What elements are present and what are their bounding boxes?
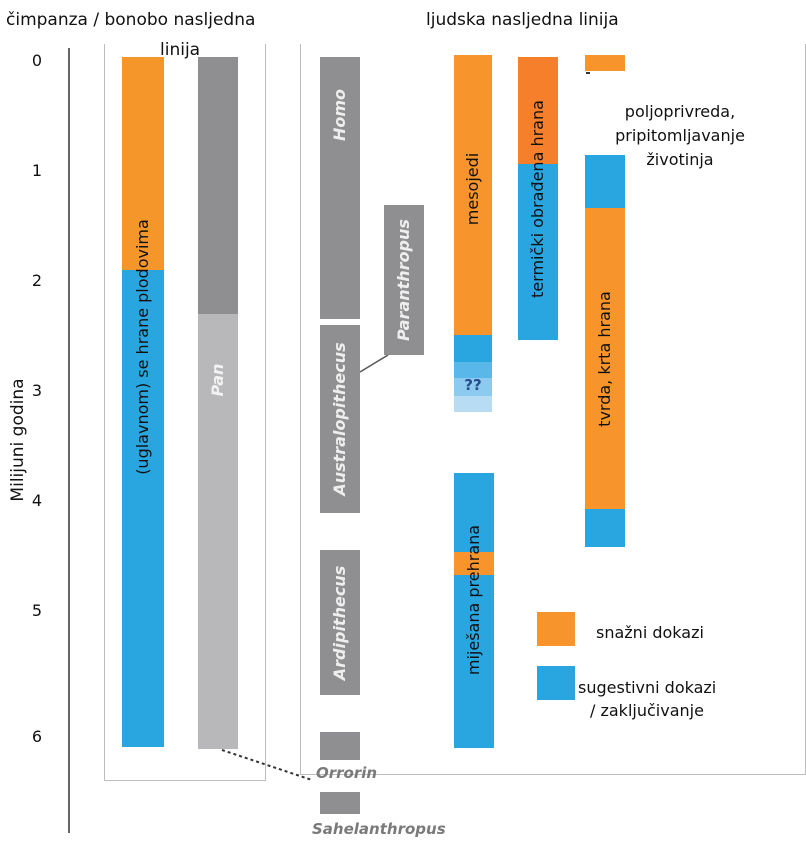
mixed-strong-segment: [454, 552, 494, 576]
homo-bar: Homo: [320, 57, 360, 319]
meat-fade-2: [454, 378, 492, 396]
chimp-lineage-box: [104, 44, 266, 781]
chimp-lineage-header-line2: linija: [160, 40, 201, 60]
tick-6: 6: [31, 727, 43, 746]
legend-suggestive-swatch: [537, 666, 575, 700]
orrorin-label: Orrorin: [316, 764, 378, 782]
meat-fade-3: [454, 396, 492, 412]
hard-label: tvrda, krta hrana: [595, 291, 614, 427]
cooked-strong-segment: [518, 57, 558, 165]
legend-strong-label: snažni dokazi: [596, 623, 704, 642]
tick-4: 4: [31, 491, 43, 510]
hard-suggestive-bottom: [585, 509, 625, 547]
paranthropus-label: Paranthropus: [394, 219, 413, 341]
chimp-diet-strong-segment: [122, 57, 164, 271]
meat-label: mesojedi: [463, 153, 482, 226]
tick-3: 3: [31, 381, 43, 400]
legend-suggestive-line2: / zaključivanje: [590, 701, 704, 720]
tick-2: 2: [31, 271, 43, 290]
tick-1: 1: [31, 161, 43, 180]
pan-orrorin-connector: [221, 749, 313, 781]
meat-unknown-label: ??: [464, 376, 482, 394]
pan-bar-dark: [198, 57, 238, 315]
legend-suggestive-line1: sugestivni dokazi: [578, 678, 717, 697]
hard-label-wrap: tvrda, krta hrana: [585, 208, 625, 510]
orrorin-bar: [320, 732, 360, 760]
agriculture-bar: [585, 55, 625, 71]
sahelanthropus-bar: [320, 792, 360, 814]
time-axis-line: [68, 48, 70, 833]
ardipithecus-bar: Ardipithecus: [320, 550, 360, 695]
mixed-label: miješana prehrana: [464, 524, 483, 675]
meat-suggestive-segment: [454, 335, 492, 363]
agriculture-line1: poljoprivreda,: [624, 102, 736, 121]
agriculture-line3: životinja: [646, 150, 714, 169]
australo-paranthropus-connector: [359, 354, 389, 373]
pan-bar-light: [198, 314, 238, 749]
chimp-diet-suggestive-segment: [122, 270, 164, 747]
australopithecus-bar: Australopithecus: [320, 325, 360, 513]
hard-strong-segment: [585, 208, 625, 510]
meat-strong-segment: [454, 55, 492, 335]
agriculture-line2: pripitomljavanje: [615, 126, 745, 145]
agriculture-marker: [586, 72, 590, 74]
chimp-lineage-header: čimpanza / bonobo nasljedna: [6, 10, 256, 30]
meat-label-wrap: mesojedi: [454, 55, 492, 335]
tick-5: 5: [31, 601, 43, 620]
paranthropus-bar: Paranthropus: [384, 205, 424, 355]
tick-0: 0: [31, 51, 43, 70]
agriculture-annotation: poljoprivreda, pripitomljavanje životinj…: [560, 100, 800, 172]
mixed-suggestive-bottom: [454, 575, 494, 748]
cooked-label: termički obrađena hrana: [528, 99, 547, 298]
human-lineage-header: ljudska nasljedna linija: [426, 10, 619, 30]
meat-fade-1: [454, 362, 492, 378]
sahelanthropus-label: Sahelanthropus: [312, 820, 446, 838]
hard-suggestive-top: [585, 155, 625, 208]
cooked-label-wrap: termički obrađena hrana: [518, 57, 558, 340]
legend-strong-swatch: [537, 612, 575, 646]
cooked-suggestive-segment: [518, 164, 558, 340]
ardipithecus-label: Ardipithecus: [330, 565, 349, 680]
mixed-suggestive-top: [454, 473, 494, 553]
mixed-label-wrap: miješana prehrana: [454, 473, 494, 748]
homo-label: Homo: [330, 88, 349, 141]
australopithecus-label: Australopithecus: [330, 342, 349, 496]
legend-suggestive-label: sugestivni dokazi / zaključivanje: [578, 676, 716, 722]
